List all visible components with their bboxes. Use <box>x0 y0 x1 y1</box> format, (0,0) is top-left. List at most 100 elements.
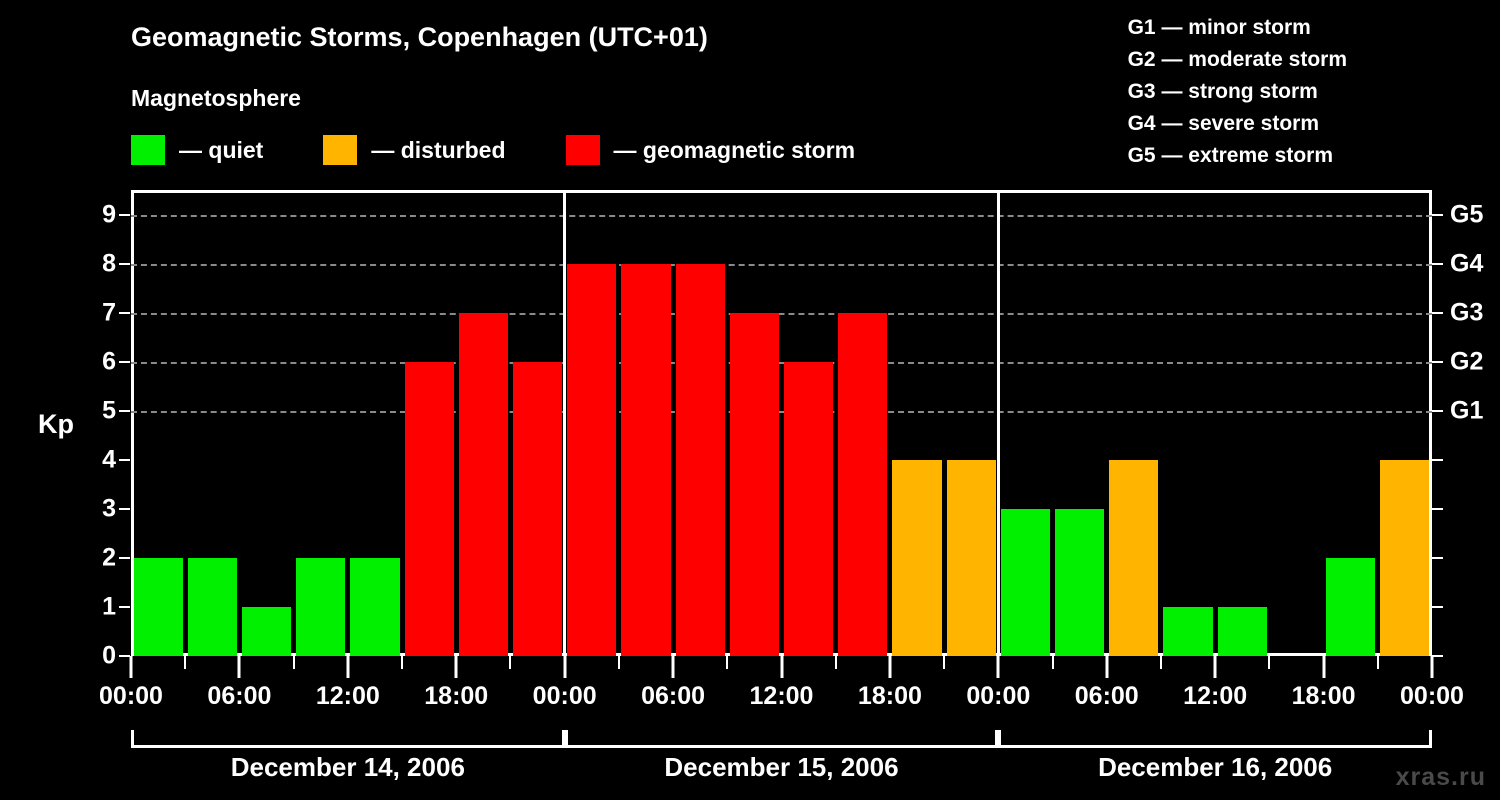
bar-quiet <box>296 557 346 656</box>
g-tick-mark <box>1432 360 1443 363</box>
x-tick-label: 00:00 <box>99 682 163 710</box>
plot-frame <box>131 190 1432 656</box>
g-axis-label: G3 <box>1450 298 1484 327</box>
gridline <box>131 410 1432 413</box>
bar-quiet <box>1217 606 1267 656</box>
legend-label-storm: — geomagnetic storm <box>613 136 856 163</box>
legend-item-storm: — geomagnetic storm <box>565 135 856 165</box>
x-tick-mark <box>1159 656 1162 669</box>
legend-swatch-storm <box>565 135 600 165</box>
bar-storm <box>567 263 617 656</box>
bar-storm <box>675 263 725 656</box>
day-bracket <box>564 730 999 748</box>
x-tick-mark <box>1376 656 1379 669</box>
bar-storm <box>621 263 671 656</box>
bar-quiet <box>187 557 237 656</box>
y-axis-left: 0 1 2 3 4 5 6 7 8 9 <box>58 190 130 670</box>
day-separator <box>996 190 1000 656</box>
y-tick-label: 5 <box>102 396 116 425</box>
legend-swatch-disturbed <box>323 135 358 165</box>
legend-label-disturbed: — disturbed <box>371 136 506 163</box>
day-bracket <box>998 730 1432 748</box>
bar-quiet <box>1326 557 1376 656</box>
g-tick-mark <box>1432 311 1443 314</box>
gridline <box>131 361 1432 364</box>
bar-disturbed <box>1109 459 1159 656</box>
x-tick-label: 00:00 <box>532 682 597 710</box>
x-tick-mark <box>129 656 133 678</box>
x-tick-mark <box>346 656 350 678</box>
x-tick-label: 06:00 <box>641 682 706 710</box>
y-tick-label: 4 <box>102 445 116 474</box>
y-tick-label: 8 <box>102 249 116 278</box>
page-title: Geomagnetic Storms, Copenhagen (UTC+01) <box>131 22 708 52</box>
bar-series <box>131 190 1432 656</box>
y-tick-label: 1 <box>102 592 116 621</box>
x-tick-mark <box>888 656 892 678</box>
bar-storm <box>512 361 563 656</box>
bar-quiet <box>241 606 292 656</box>
g-scale-row-g2: G2 — moderate storm <box>1127 48 1347 71</box>
y-tick-mark <box>119 360 130 363</box>
x-tick-mark <box>996 656 1000 678</box>
g-tick-mark <box>1432 605 1443 608</box>
g-tick-mark <box>1432 655 1443 657</box>
day-label: December 16, 2006 <box>1098 752 1333 782</box>
gridlines <box>131 190 1432 656</box>
legend-swatch-quiet <box>131 135 165 165</box>
day-bracket <box>131 730 565 748</box>
x-tick-label: 06:00 <box>1074 682 1139 710</box>
bar-storm <box>729 312 779 656</box>
gridline <box>131 263 1432 266</box>
g-axis-label: G5 <box>1450 200 1484 229</box>
y-tick-label: 0 <box>102 641 116 670</box>
y-tick-label: 9 <box>102 200 116 229</box>
x-tick-label: 00:00 <box>1400 682 1464 710</box>
x-tick-mark <box>1051 656 1054 669</box>
x-tick-mark <box>1322 656 1326 678</box>
day-axis: December 14, 2006 December 15, 2006 Decemb… <box>131 730 1432 796</box>
legend-item-disturbed: — disturbed <box>323 135 506 165</box>
g-axis-label: G4 <box>1450 249 1484 278</box>
x-tick-label: 00:00 <box>966 682 1031 710</box>
x-tick-label: 12:00 <box>315 682 380 710</box>
x-tick-mark <box>184 656 187 669</box>
bar-storm <box>784 361 834 656</box>
x-tick-label: 18:00 <box>1291 682 1356 710</box>
day-label: December 14, 2006 <box>230 752 465 782</box>
x-tick-mark <box>834 656 837 669</box>
x-tick-mark <box>454 656 458 678</box>
x-tick-mark <box>1268 656 1271 669</box>
bar-storm <box>838 312 888 656</box>
g-scale-row-g4: G4 — severe storm <box>1127 112 1320 135</box>
y-axis-title: Kp <box>38 409 74 439</box>
bar-quiet <box>1055 508 1105 656</box>
y-tick-mark <box>119 311 130 314</box>
x-tick-mark <box>563 656 567 678</box>
x-tick-mark <box>617 656 620 669</box>
g-scale-legend: G1 — minor storm G2 — moderate storm G3 … <box>1128 12 1347 172</box>
x-tick-mark <box>780 656 783 678</box>
day-label: December 15, 2006 <box>664 752 899 782</box>
y-tick-mark <box>119 458 130 461</box>
bar-disturbed <box>946 459 996 656</box>
gridline <box>131 312 1432 315</box>
x-tick-mark <box>401 656 404 669</box>
g-scale-row-g1: G1 — minor storm <box>1127 16 1311 39</box>
bar-quiet <box>1163 606 1213 656</box>
bar-storm <box>404 361 454 656</box>
bar-disturbed <box>892 459 942 656</box>
plot-area <box>131 190 1432 656</box>
y-tick-mark <box>119 213 130 216</box>
y-tick-mark <box>119 556 130 559</box>
day-separators <box>131 190 1432 656</box>
watermark: xras.ru <box>1395 763 1486 791</box>
chart-subtitle: Magnetosphere <box>131 85 301 111</box>
y-tick-label: 3 <box>102 494 116 523</box>
bar-quiet <box>1000 508 1051 656</box>
y-tick-label: 6 <box>102 347 116 376</box>
g-axis-label: G1 <box>1450 396 1484 425</box>
x-axis: 00:00 06:00 12:00 18:00 00:00 06:00 12:00 18:00… <box>99 656 1464 710</box>
y-axis-right-gscale: G1 G2 G3 G4 G5 <box>1432 190 1500 657</box>
gridline <box>131 214 1432 217</box>
